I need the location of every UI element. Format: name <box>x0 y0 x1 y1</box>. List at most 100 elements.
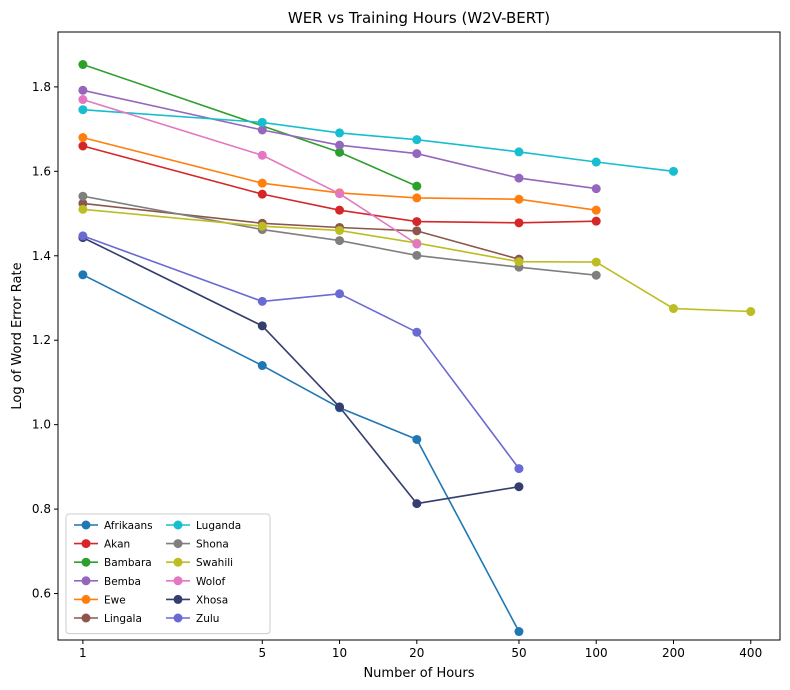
data-point-bemba <box>514 173 524 183</box>
data-point-zulu <box>335 289 345 299</box>
series-luganda <box>78 105 678 176</box>
series-line-bemba <box>82 89 597 190</box>
data-point-wolof <box>412 239 422 249</box>
x-tick-label: 50 <box>511 646 526 660</box>
legend-item-wolof: Wolof <box>166 576 226 588</box>
y-tick-label: 1.6 <box>32 164 51 178</box>
legend-label: Bambara <box>104 557 152 569</box>
data-point-swahili <box>591 257 601 267</box>
series-line-zulu <box>82 235 520 470</box>
legend-marker <box>173 520 183 530</box>
data-point-ewe <box>412 193 422 203</box>
data-point-akan <box>335 205 345 215</box>
data-point-zulu <box>257 296 267 306</box>
x-tick-label: 1 <box>79 646 87 660</box>
data-point-bambara <box>412 181 422 191</box>
data-point-wolof <box>257 150 267 160</box>
legend-label: Swahili <box>196 557 233 569</box>
legend-label: Wolof <box>196 576 226 588</box>
y-tick-label: 0.6 <box>32 587 51 601</box>
legend-item-afrikaans: Afrikaans <box>74 520 153 532</box>
data-point-shona <box>412 250 422 260</box>
series-swahili <box>78 204 756 317</box>
data-point-shona <box>335 236 345 246</box>
legend-item-bambara: Bambara <box>74 557 152 569</box>
legend-item-shona: Shona <box>166 539 229 551</box>
x-tick-label: 100 <box>585 646 608 660</box>
y-tick-label: 1.8 <box>32 80 51 94</box>
data-point-luganda <box>335 128 345 138</box>
legend-item-bemba: Bemba <box>74 576 141 588</box>
y-tick-label: 1.4 <box>32 249 51 263</box>
legend-label: Zulu <box>196 613 219 625</box>
data-point-zulu <box>78 231 88 241</box>
x-tick-label: 200 <box>662 646 685 660</box>
legend-label: Shona <box>196 539 229 551</box>
data-point-afrikaans <box>514 627 524 637</box>
data-point-xhosa <box>335 402 345 412</box>
legend-label: Xhosa <box>196 594 228 606</box>
data-point-ewe <box>514 194 524 204</box>
series-xhosa <box>78 233 524 509</box>
plot-frame <box>57 31 781 641</box>
data-point-wolof <box>335 189 345 199</box>
data-point-zulu <box>514 464 524 474</box>
legend-item-luganda: Luganda <box>166 520 241 532</box>
data-point-akan <box>591 216 601 226</box>
y-axis-label: Log of Word Error Rate <box>10 262 25 409</box>
data-point-akan <box>257 189 267 199</box>
legend: Afrikaans Akan Bambara Bemba Ewe Lingala Lugan… <box>65 513 271 635</box>
legend-label: Akan <box>104 539 130 551</box>
series-bambara <box>78 60 422 191</box>
data-point-lingala <box>412 226 422 236</box>
data-point-xhosa <box>514 482 524 492</box>
legend-label: Luganda <box>196 520 241 532</box>
plot-lines <box>78 60 756 637</box>
data-point-luganda <box>412 135 422 145</box>
data-point-ewe <box>591 205 601 215</box>
data-point-luganda <box>257 117 267 127</box>
legend-marker <box>173 594 183 604</box>
legend-item-xhosa: Xhosa <box>166 594 228 606</box>
series-zulu <box>78 231 524 474</box>
chart-title: WER vs Training Hours (W2V-BERT) <box>288 9 550 27</box>
data-point-afrikaans <box>78 270 88 280</box>
data-point-xhosa <box>412 499 422 509</box>
data-point-akan <box>514 218 524 228</box>
series-line-lingala <box>82 202 520 260</box>
series-line-luganda <box>82 108 674 173</box>
data-point-afrikaans <box>412 434 422 444</box>
data-point-ewe <box>78 133 88 143</box>
series-line-bambara <box>82 63 418 187</box>
legend-label: Afrikaans <box>104 520 153 532</box>
legend-item-zulu: Zulu <box>166 613 219 625</box>
data-point-luganda <box>591 157 601 167</box>
data-point-swahili <box>514 257 524 267</box>
data-point-bemba <box>591 184 601 194</box>
data-point-bemba <box>412 149 422 159</box>
data-point-swahili <box>746 307 756 317</box>
x-axis-label: Number of Hours <box>363 666 474 681</box>
series-line-ewe <box>82 136 597 211</box>
legend-marker <box>173 576 183 586</box>
series-shona <box>78 191 601 280</box>
series-akan <box>78 141 601 228</box>
x-tick-label: 20 <box>409 646 424 660</box>
y-tick-label: 1.2 <box>32 333 51 347</box>
legend-label: Ewe <box>104 594 126 606</box>
legend-box <box>65 513 271 635</box>
data-point-akan <box>78 141 88 151</box>
y-tick-label: 0.8 <box>32 502 51 516</box>
data-point-swahili <box>335 225 345 235</box>
data-point-wolof <box>78 95 88 105</box>
legend-item-swahili: Swahili <box>166 557 233 569</box>
series-line-swahili <box>82 208 751 313</box>
data-point-ewe <box>257 178 267 188</box>
series-line-akan <box>82 145 597 224</box>
data-point-swahili <box>78 204 88 214</box>
y-tick-label: 1.0 <box>32 418 51 432</box>
legend-item-lingala: Lingala <box>74 613 142 625</box>
series-line-wolof <box>82 98 418 245</box>
data-point-zulu <box>412 327 422 337</box>
